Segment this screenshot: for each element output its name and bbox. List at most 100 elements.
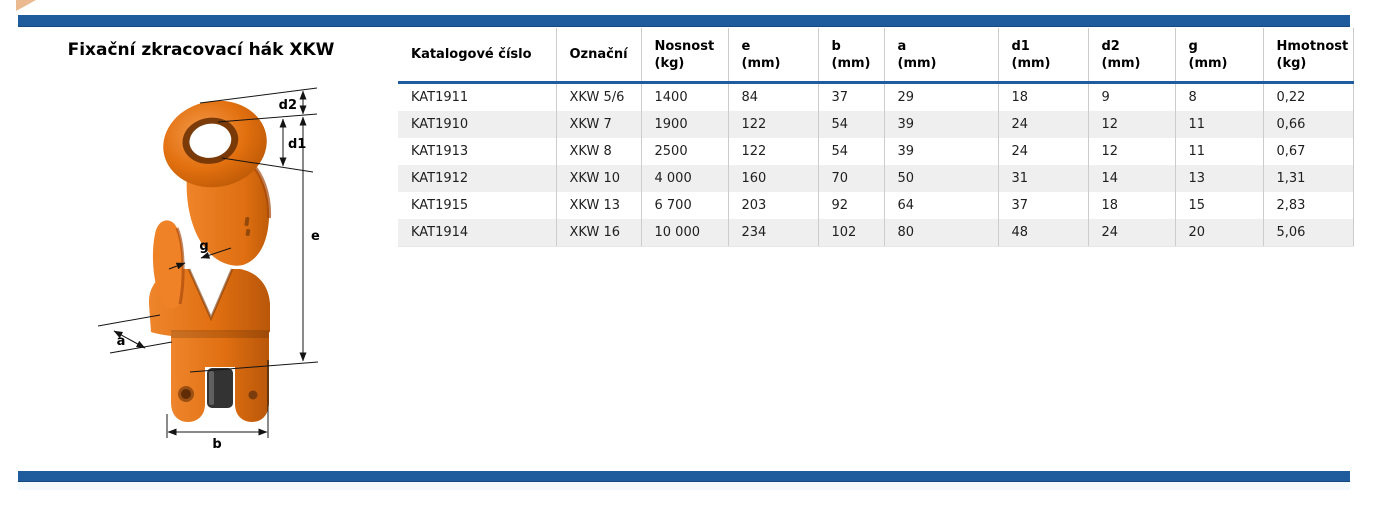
table-cell: 5,06 [1263, 219, 1354, 247]
table-cell: 2,83 [1263, 192, 1354, 219]
table-cell: 12 [1088, 138, 1176, 165]
column-header: Katalogové číslo [398, 28, 557, 84]
column-header: Hmotnost (kg) [1263, 28, 1354, 84]
table-cell: 48 [998, 219, 1089, 247]
page-title: Fixační zkracovací hák XKW [67, 40, 335, 60]
table-cell: 20 [1175, 219, 1264, 247]
dim-label-d2: d2 [279, 98, 297, 113]
hook-figure: d2 d1 e g a b [85, 82, 325, 467]
column-header: d2 (mm) [1088, 28, 1176, 84]
hook-body [148, 100, 272, 422]
table-cell: 24 [998, 138, 1089, 165]
table-cell: 31 [998, 165, 1089, 192]
dimension-lines: d2 d1 e g a b [97, 87, 320, 452]
column-header: d1 (mm) [998, 28, 1089, 84]
hook-eye [163, 100, 267, 188]
corner-accent-triangle [16, 0, 36, 11]
table-cell: 1,31 [1263, 165, 1354, 192]
table-cell: 39 [884, 138, 999, 165]
table-cell: 10 000 [641, 219, 729, 247]
column-header: b (mm) [818, 28, 885, 84]
table-cell: XKW 7 [556, 111, 642, 138]
table-cell: XKW 16 [556, 219, 642, 247]
table-cell: 9 [1088, 82, 1176, 111]
column-header: e (mm) [728, 28, 819, 84]
dim-label-b: b [212, 437, 221, 452]
table-cell: 8 [1175, 82, 1264, 111]
column-header: Označní [556, 28, 642, 84]
table-row: KAT1914 XKW 16 10 000 234 102 80 48 24 20 5,06 [398, 219, 1354, 247]
table-cell: XKW 8 [556, 138, 642, 165]
table-cell: 92 [818, 192, 885, 219]
hook-drawing: d2 d1 e g a b [97, 87, 320, 452]
table-cell: KAT1914 [398, 219, 557, 247]
table-row: KAT1911 XKW 5/6 1400 84 37 29 18 9 8 0,22 [398, 82, 1354, 111]
table-cell: 1400 [641, 82, 729, 111]
table-cell: 80 [884, 219, 999, 247]
table-cell: 29 [884, 82, 999, 111]
table-cell: 64 [884, 192, 999, 219]
table-cell: 160 [728, 165, 819, 192]
column-header: Nosnost (kg) [641, 28, 729, 84]
table-row: KAT1910 XKW 7 1900 122 54 39 24 12 11 0,66 [398, 111, 1354, 138]
dim-label-e: e [311, 229, 320, 244]
dim-label-d1: d1 [288, 137, 306, 152]
table-cell: 24 [998, 111, 1089, 138]
table-cell: XKW 10 [556, 165, 642, 192]
dim-label-g: g [199, 239, 208, 254]
table-cell: 0,66 [1263, 111, 1354, 138]
table-cell: 122 [728, 138, 819, 165]
product-table: Katalogové číslo Označní Nosnost (kg) e (mm… [398, 28, 1354, 247]
table-cell: 122 [728, 111, 819, 138]
table-cell: 15 [1175, 192, 1264, 219]
clevis-hole-right [248, 390, 258, 400]
embossed-stamp [244, 216, 251, 237]
spec-table-container: Katalogové číslo Označní Nosnost (kg) e (mm… [398, 28, 1354, 247]
table-cell: 11 [1175, 138, 1264, 165]
column-header: a (mm) [884, 28, 999, 84]
table-cell: 11 [1175, 111, 1264, 138]
table-cell: XKW 5/6 [556, 82, 642, 111]
table-cell: 6 700 [641, 192, 729, 219]
table-row: KAT1915 XKW 13 6 700 203 92 64 37 18 15 2,83 [398, 192, 1354, 219]
table-cell: XKW 13 [556, 192, 642, 219]
table-cell: 102 [818, 219, 885, 247]
table-cell: 0,22 [1263, 82, 1354, 111]
table-cell: KAT1910 [398, 111, 557, 138]
table-cell: 14 [1088, 165, 1176, 192]
table-cell: 24 [1088, 219, 1176, 247]
table-cell: 39 [884, 111, 999, 138]
table-cell: 37 [998, 192, 1089, 219]
table-cell: 84 [728, 82, 819, 111]
table-cell: 2500 [641, 138, 729, 165]
column-header: g (mm) [1175, 28, 1264, 84]
bottom-bar-glow [18, 482, 1350, 490]
table-cell: 54 [818, 111, 885, 138]
table-cell: 12 [1088, 111, 1176, 138]
table-cell: 4 000 [641, 165, 729, 192]
table-cell: 1900 [641, 111, 729, 138]
table-cell: KAT1912 [398, 165, 557, 192]
clevis-pin [207, 368, 233, 408]
table-cell: KAT1911 [398, 82, 557, 111]
table-cell: 0,67 [1263, 138, 1354, 165]
table-cell: KAT1913 [398, 138, 557, 165]
table-cell: KAT1915 [398, 192, 557, 219]
table-cell: 13 [1175, 165, 1264, 192]
bottom-divider-bar [18, 471, 1350, 482]
table-header: Katalogové číslo Označní Nosnost (kg) e (mm… [398, 28, 1354, 84]
top-divider-bar [18, 15, 1350, 27]
table-cell: 18 [998, 82, 1089, 111]
table-cell: 203 [728, 192, 819, 219]
table-cell: 18 [1088, 192, 1176, 219]
table-cell: 37 [818, 82, 885, 111]
table-body: KAT1911 XKW 5/6 1400 84 37 29 18 9 8 0,22 KAT1910 X… [398, 82, 1354, 247]
table-cell: 50 [884, 165, 999, 192]
table-row: KAT1913 XKW 8 2500 122 54 39 24 12 11 0,67 [398, 138, 1354, 165]
table-cell: 234 [728, 219, 819, 247]
dim-label-a: a [117, 334, 126, 349]
table-cell: 70 [818, 165, 885, 192]
table-row: KAT1912 XKW 10 4 000 160 70 50 31 14 13 1,31 [398, 165, 1354, 192]
table-cell: 54 [818, 138, 885, 165]
